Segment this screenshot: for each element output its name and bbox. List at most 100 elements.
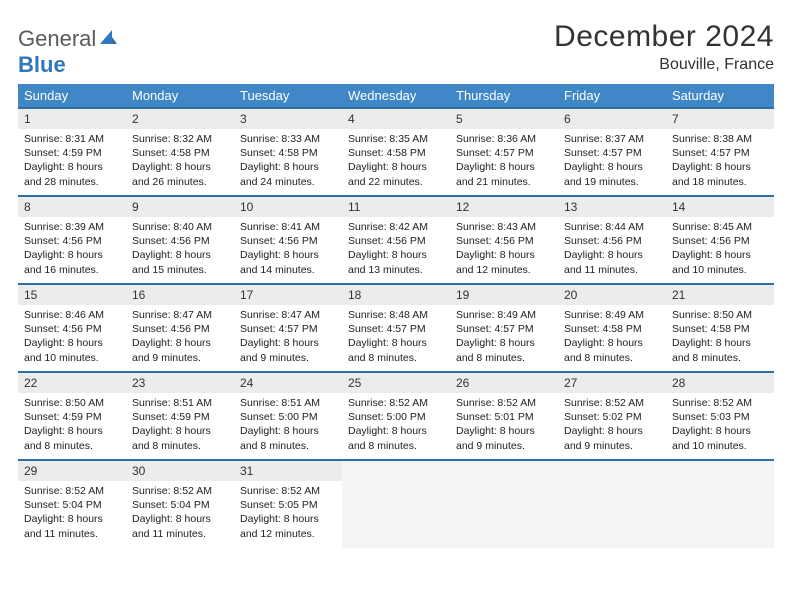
empty-cell	[450, 460, 558, 548]
day-cell: 20Sunrise: 8:49 AMSunset: 4:58 PMDayligh…	[558, 284, 666, 372]
calendar-table: SundayMondayTuesdayWednesdayThursdayFrid…	[18, 84, 774, 548]
day-number: 19	[450, 285, 558, 305]
day-detail: Sunrise: 8:52 AMSunset: 5:05 PMDaylight:…	[234, 481, 342, 545]
day-cell: 2Sunrise: 8:32 AMSunset: 4:58 PMDaylight…	[126, 108, 234, 196]
day-number: 14	[666, 197, 774, 217]
empty-cell	[342, 460, 450, 548]
day-number: 29	[18, 461, 126, 481]
day-cell: 26Sunrise: 8:52 AMSunset: 5:01 PMDayligh…	[450, 372, 558, 460]
day-number: 16	[126, 285, 234, 305]
table-row: 15Sunrise: 8:46 AMSunset: 4:56 PMDayligh…	[18, 284, 774, 372]
day-cell: 19Sunrise: 8:49 AMSunset: 4:57 PMDayligh…	[450, 284, 558, 372]
day-detail: Sunrise: 8:51 AMSunset: 4:59 PMDaylight:…	[126, 393, 234, 457]
day-number: 2	[126, 109, 234, 129]
day-detail: Sunrise: 8:49 AMSunset: 4:57 PMDaylight:…	[450, 305, 558, 369]
day-number: 22	[18, 373, 126, 393]
day-detail: Sunrise: 8:43 AMSunset: 4:56 PMDaylight:…	[450, 217, 558, 281]
day-number: 31	[234, 461, 342, 481]
day-cell: 27Sunrise: 8:52 AMSunset: 5:02 PMDayligh…	[558, 372, 666, 460]
day-cell: 12Sunrise: 8:43 AMSunset: 4:56 PMDayligh…	[450, 196, 558, 284]
day-cell: 23Sunrise: 8:51 AMSunset: 4:59 PMDayligh…	[126, 372, 234, 460]
calendar-body: 1Sunrise: 8:31 AMSunset: 4:59 PMDaylight…	[18, 108, 774, 548]
table-row: 22Sunrise: 8:50 AMSunset: 4:59 PMDayligh…	[18, 372, 774, 460]
day-detail: Sunrise: 8:48 AMSunset: 4:57 PMDaylight:…	[342, 305, 450, 369]
day-cell: 8Sunrise: 8:39 AMSunset: 4:56 PMDaylight…	[18, 196, 126, 284]
day-detail: Sunrise: 8:52 AMSunset: 5:04 PMDaylight:…	[18, 481, 126, 545]
day-detail: Sunrise: 8:52 AMSunset: 5:03 PMDaylight:…	[666, 393, 774, 457]
empty-cell	[666, 460, 774, 548]
day-number: 18	[342, 285, 450, 305]
day-detail: Sunrise: 8:37 AMSunset: 4:57 PMDaylight:…	[558, 129, 666, 193]
col-header-friday: Friday	[558, 84, 666, 108]
day-detail: Sunrise: 8:35 AMSunset: 4:58 PMDaylight:…	[342, 129, 450, 193]
day-cell: 21Sunrise: 8:50 AMSunset: 4:58 PMDayligh…	[666, 284, 774, 372]
day-detail: Sunrise: 8:40 AMSunset: 4:56 PMDaylight:…	[126, 217, 234, 281]
day-cell: 15Sunrise: 8:46 AMSunset: 4:56 PMDayligh…	[18, 284, 126, 372]
day-number: 11	[342, 197, 450, 217]
day-number: 10	[234, 197, 342, 217]
day-cell: 6Sunrise: 8:37 AMSunset: 4:57 PMDaylight…	[558, 108, 666, 196]
day-number: 23	[126, 373, 234, 393]
col-header-monday: Monday	[126, 84, 234, 108]
day-cell: 17Sunrise: 8:47 AMSunset: 4:57 PMDayligh…	[234, 284, 342, 372]
day-number: 7	[666, 109, 774, 129]
empty-cell	[558, 460, 666, 548]
day-number: 8	[18, 197, 126, 217]
day-cell: 4Sunrise: 8:35 AMSunset: 4:58 PMDaylight…	[342, 108, 450, 196]
location-label: Bouville, France	[554, 56, 774, 74]
day-detail: Sunrise: 8:50 AMSunset: 4:58 PMDaylight:…	[666, 305, 774, 369]
day-cell: 7Sunrise: 8:38 AMSunset: 4:57 PMDaylight…	[666, 108, 774, 196]
day-number: 25	[342, 373, 450, 393]
col-header-wednesday: Wednesday	[342, 84, 450, 108]
day-detail: Sunrise: 8:32 AMSunset: 4:58 PMDaylight:…	[126, 129, 234, 193]
day-cell: 3Sunrise: 8:33 AMSunset: 4:58 PMDaylight…	[234, 108, 342, 196]
day-detail: Sunrise: 8:49 AMSunset: 4:58 PMDaylight:…	[558, 305, 666, 369]
day-detail: Sunrise: 8:44 AMSunset: 4:56 PMDaylight:…	[558, 217, 666, 281]
day-cell: 28Sunrise: 8:52 AMSunset: 5:03 PMDayligh…	[666, 372, 774, 460]
day-number: 17	[234, 285, 342, 305]
day-number: 13	[558, 197, 666, 217]
day-number: 12	[450, 197, 558, 217]
day-detail: Sunrise: 8:31 AMSunset: 4:59 PMDaylight:…	[18, 129, 126, 193]
day-number: 24	[234, 373, 342, 393]
day-detail: Sunrise: 8:45 AMSunset: 4:56 PMDaylight:…	[666, 217, 774, 281]
page-header: General Blue December 2024 Bouville, Fra…	[18, 20, 774, 78]
day-cell: 11Sunrise: 8:42 AMSunset: 4:56 PMDayligh…	[342, 196, 450, 284]
day-cell: 25Sunrise: 8:52 AMSunset: 5:00 PMDayligh…	[342, 372, 450, 460]
day-cell: 30Sunrise: 8:52 AMSunset: 5:04 PMDayligh…	[126, 460, 234, 548]
day-number: 1	[18, 109, 126, 129]
day-number: 15	[18, 285, 126, 305]
day-number: 28	[666, 373, 774, 393]
day-cell: 10Sunrise: 8:41 AMSunset: 4:56 PMDayligh…	[234, 196, 342, 284]
day-cell: 31Sunrise: 8:52 AMSunset: 5:05 PMDayligh…	[234, 460, 342, 548]
day-cell: 13Sunrise: 8:44 AMSunset: 4:56 PMDayligh…	[558, 196, 666, 284]
day-detail: Sunrise: 8:52 AMSunset: 5:00 PMDaylight:…	[342, 393, 450, 457]
day-detail: Sunrise: 8:41 AMSunset: 4:56 PMDaylight:…	[234, 217, 342, 281]
day-cell: 14Sunrise: 8:45 AMSunset: 4:56 PMDayligh…	[666, 196, 774, 284]
day-detail: Sunrise: 8:50 AMSunset: 4:59 PMDaylight:…	[18, 393, 126, 457]
day-cell: 29Sunrise: 8:52 AMSunset: 5:04 PMDayligh…	[18, 460, 126, 548]
table-row: 8Sunrise: 8:39 AMSunset: 4:56 PMDaylight…	[18, 196, 774, 284]
day-detail: Sunrise: 8:51 AMSunset: 5:00 PMDaylight:…	[234, 393, 342, 457]
day-detail: Sunrise: 8:47 AMSunset: 4:56 PMDaylight:…	[126, 305, 234, 369]
calendar-header-row: SundayMondayTuesdayWednesdayThursdayFrid…	[18, 84, 774, 108]
day-number: 9	[126, 197, 234, 217]
col-header-sunday: Sunday	[18, 84, 126, 108]
col-header-thursday: Thursday	[450, 84, 558, 108]
brand-word-1: General	[18, 26, 96, 51]
day-detail: Sunrise: 8:52 AMSunset: 5:01 PMDaylight:…	[450, 393, 558, 457]
day-number: 4	[342, 109, 450, 129]
day-number: 30	[126, 461, 234, 481]
day-cell: 22Sunrise: 8:50 AMSunset: 4:59 PMDayligh…	[18, 372, 126, 460]
table-row: 29Sunrise: 8:52 AMSunset: 5:04 PMDayligh…	[18, 460, 774, 548]
day-number: 3	[234, 109, 342, 129]
col-header-tuesday: Tuesday	[234, 84, 342, 108]
month-title: December 2024	[554, 20, 774, 54]
day-detail: Sunrise: 8:36 AMSunset: 4:57 PMDaylight:…	[450, 129, 558, 193]
day-detail: Sunrise: 8:33 AMSunset: 4:58 PMDaylight:…	[234, 129, 342, 193]
title-block: December 2024 Bouville, France	[554, 20, 774, 74]
day-number: 26	[450, 373, 558, 393]
day-cell: 9Sunrise: 8:40 AMSunset: 4:56 PMDaylight…	[126, 196, 234, 284]
col-header-saturday: Saturday	[666, 84, 774, 108]
day-detail: Sunrise: 8:52 AMSunset: 5:04 PMDaylight:…	[126, 481, 234, 545]
